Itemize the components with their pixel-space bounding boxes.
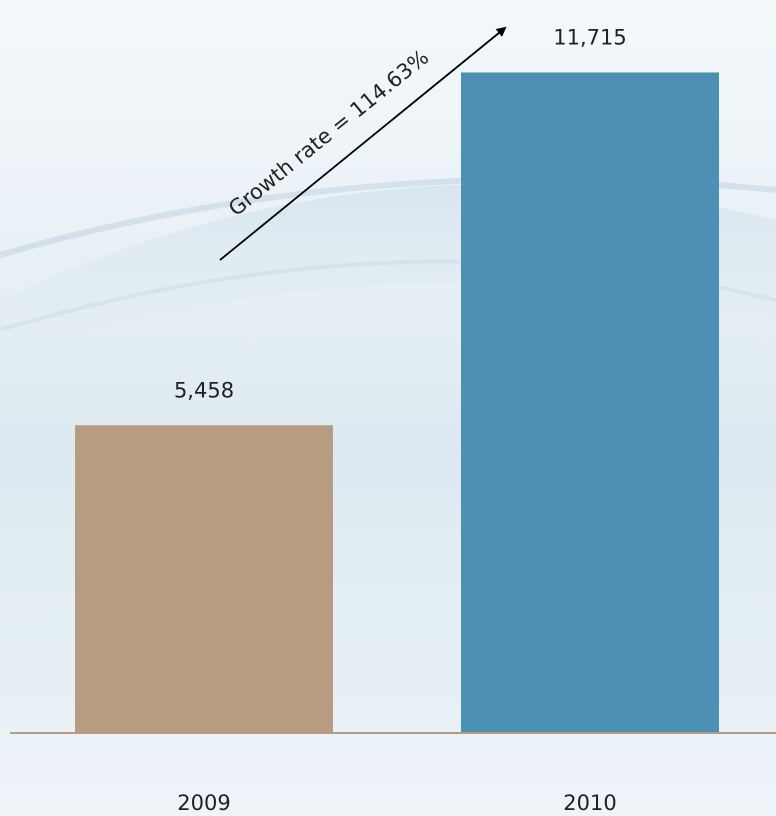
bar-2009 (75, 425, 333, 733)
value-label-2010: 11,715 (553, 25, 626, 49)
growth-arrow (219, 26, 507, 261)
category-label-2009: 2009 (177, 791, 230, 815)
value-label-2009: 5,458 (174, 378, 234, 402)
category-label-2010: 2010 (563, 791, 616, 815)
bar-2010 (461, 72, 719, 734)
